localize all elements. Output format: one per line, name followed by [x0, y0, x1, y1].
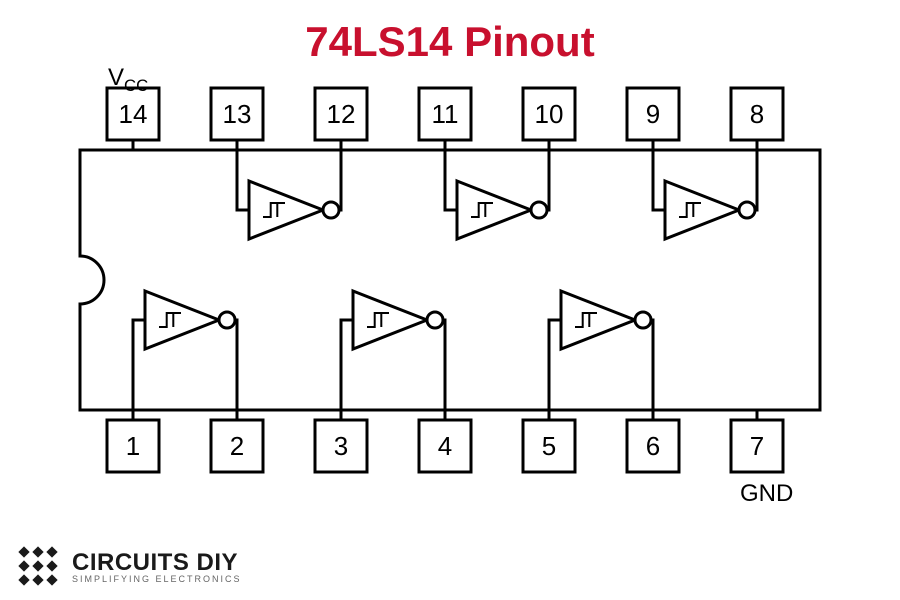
svg-text:13: 13 — [223, 99, 252, 129]
svg-text:1: 1 — [126, 431, 140, 461]
svg-text:10: 10 — [535, 99, 564, 129]
svg-text:14: 14 — [119, 99, 148, 129]
ic-pinout-diagram: 1413121110981234567 — [0, 0, 900, 600]
svg-text:3: 3 — [334, 431, 348, 461]
svg-text:11: 11 — [432, 99, 459, 129]
site-logo: CIRCUITS DIY SIMPLIFYING ELECTRONICS — [18, 546, 242, 588]
logo-sub-text: SIMPLIFYING ELECTRONICS — [72, 575, 242, 584]
svg-text:2: 2 — [230, 431, 244, 461]
svg-text:6: 6 — [646, 431, 660, 461]
svg-text:8: 8 — [750, 99, 764, 129]
logo-icon — [18, 546, 64, 588]
svg-text:12: 12 — [327, 99, 356, 129]
logo-main-text: CIRCUITS DIY — [72, 551, 242, 575]
svg-text:7: 7 — [750, 431, 764, 461]
svg-text:9: 9 — [646, 99, 660, 129]
svg-text:5: 5 — [542, 431, 556, 461]
svg-text:4: 4 — [438, 431, 452, 461]
